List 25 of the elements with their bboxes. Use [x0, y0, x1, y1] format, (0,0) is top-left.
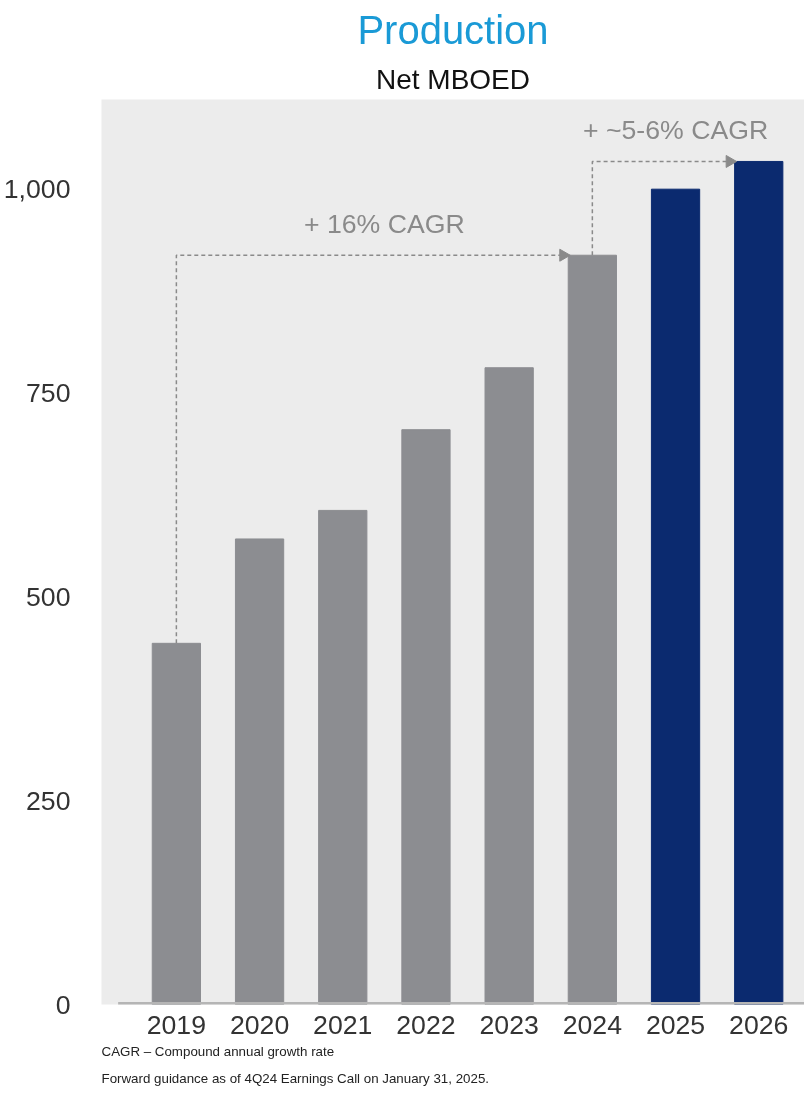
x-tick-label: 2020: [229, 1009, 290, 1040]
chart-title: Production: [357, 7, 549, 52]
bar: [484, 367, 534, 1005]
y-tick-label: 250: [26, 785, 71, 816]
text: CAGR – Compound annual growth rate: [101, 1043, 335, 1059]
y-tick-label: 1,000: [3, 174, 71, 205]
y-tick-label: 0: [55, 989, 71, 1020]
x-tick-label: 2019: [146, 1009, 207, 1040]
annotation: + 16% CAGR: [303, 208, 465, 239]
bar: [650, 188, 701, 1005]
bar: [401, 429, 451, 1005]
x-tick-label: 2023: [479, 1009, 539, 1040]
x-tick-label: 2026: [729, 1009, 789, 1040]
x-tick-label: 2025: [645, 1009, 706, 1040]
text: Forward guidance as of 4Q24 Earnings Call on January 31, 2025.: [101, 1070, 489, 1086]
x-tick-label: 2024: [562, 1009, 623, 1040]
chart-subtitle: Net MBOED: [375, 63, 531, 95]
annotation: + ~5-6% CAGR: [582, 115, 769, 146]
bar: [234, 538, 285, 1005]
x-tick-label: 2021: [313, 1009, 373, 1040]
y-tick-label: 500: [26, 581, 71, 612]
x-tick-label: 2022: [396, 1009, 456, 1040]
bar: [734, 160, 784, 1005]
bar: [318, 509, 368, 1005]
y-tick-label: 750: [26, 378, 71, 409]
